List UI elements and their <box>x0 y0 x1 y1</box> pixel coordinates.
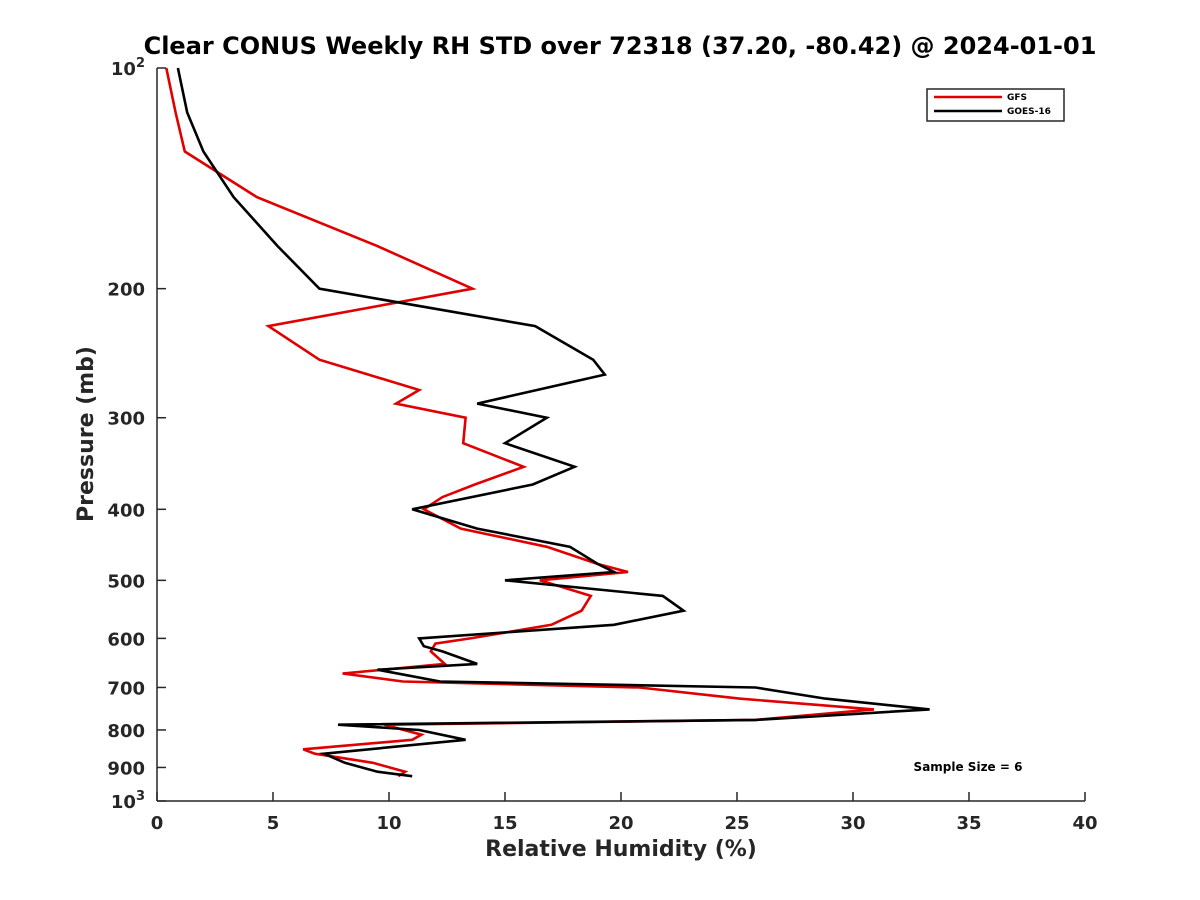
x-tick-label: 30 <box>840 813 865 834</box>
ticks-layer: 0 5 10 15 20 25 30 35 40 200 300 400 500 600 700 800 900… <box>107 56 1097 834</box>
y-tick-label: 400 <box>107 500 145 521</box>
y-tick-label: 800 <box>107 721 145 742</box>
y-tick-bottom-label: 103 <box>111 789 145 813</box>
y-tick-label: 900 <box>107 758 145 779</box>
legend-label-gfs: GFS <box>1007 93 1027 103</box>
y-tick-label: 300 <box>107 409 145 430</box>
x-tick-label: 25 <box>724 813 749 834</box>
x-tick-label: 15 <box>492 813 517 834</box>
y-tick-label: 200 <box>107 280 145 301</box>
x-tick-label: 40 <box>1072 813 1097 834</box>
series-layer <box>165 67 930 778</box>
y-axis-label: Pressure (mb) <box>74 346 99 522</box>
x-tick-label: 0 <box>151 813 164 834</box>
y-tick-label: 700 <box>107 678 145 699</box>
x-tick-label: 20 <box>608 813 633 834</box>
legend: GFS GOES-16 <box>926 88 1065 122</box>
chart-title: Clear CONUS Weekly RH STD over 72318 (37… <box>144 32 1097 60</box>
x-tick-label: 10 <box>376 813 401 834</box>
plot-area <box>157 68 1085 801</box>
x-axis-label: Relative Humidity (%) <box>485 837 757 862</box>
legend-box <box>926 88 1065 122</box>
x-tick-label: 5 <box>267 813 280 834</box>
y-tick-label: 500 <box>107 571 145 592</box>
y-tick-label: 600 <box>107 629 145 650</box>
x-tick-label: 35 <box>956 813 981 834</box>
legend-label-goes-16: GOES-16 <box>1007 107 1051 117</box>
y-tick-top-label: 102 <box>111 56 145 80</box>
series-line-goes-16 <box>176 67 930 778</box>
sample-size-annotation: Sample Size = 6 <box>914 760 1023 774</box>
series-line-gfs <box>165 67 875 778</box>
